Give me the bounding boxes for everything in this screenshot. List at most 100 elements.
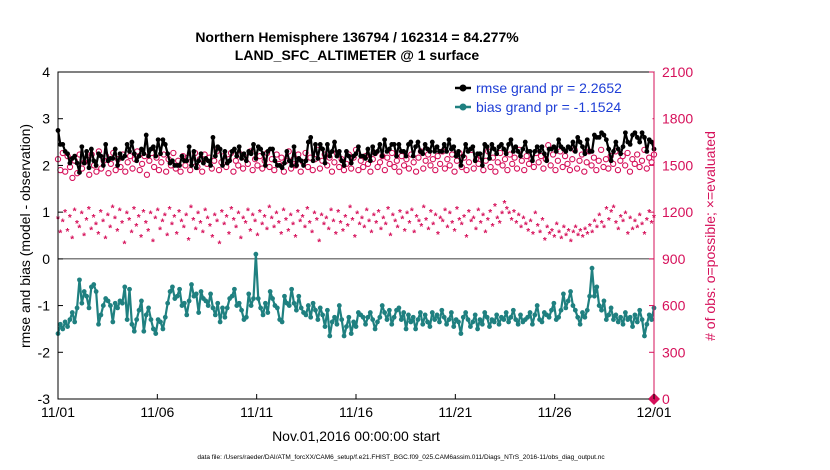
- rmse-point: [622, 130, 628, 136]
- rmse-point: [110, 156, 116, 161]
- bias-point: [427, 324, 433, 329]
- bias-point: [65, 324, 70, 329]
- obs-evaluated-point: *: [191, 216, 195, 227]
- obs-evaluated-point: *: [215, 217, 219, 228]
- bias-point: [296, 293, 302, 299]
- obs-possible-point: [463, 166, 470, 174]
- obs-evaluated-point: *: [529, 217, 533, 228]
- obs-possible-point: [396, 168, 403, 175]
- obs-evaluated-point: *: [213, 211, 217, 222]
- obs-evaluated-point: *: [82, 232, 86, 243]
- y-tick-label: -2: [38, 344, 51, 360]
- rmse-point: [434, 144, 440, 150]
- rmse-point: [541, 151, 547, 157]
- rmse-point: [158, 151, 163, 157]
- obs-evaluated-point: *: [362, 224, 366, 235]
- rmse-point: [320, 146, 326, 152]
- rmse-point: [432, 149, 438, 154]
- rmse-point: [179, 153, 185, 159]
- rmse-point: [291, 144, 297, 150]
- obs-possible-point: [309, 166, 316, 174]
- obs-evaluated-point: *: [232, 216, 236, 227]
- obs-evaluated-point: *: [557, 228, 561, 239]
- obs-evaluated-point: *: [377, 208, 381, 219]
- rmse-point: [160, 137, 166, 143]
- obs-evaluated-point: *: [118, 207, 122, 218]
- bias-point: [84, 293, 90, 299]
- obs-evaluated-point: *: [391, 211, 395, 222]
- obs-evaluated-point: *: [210, 233, 214, 244]
- bias-point: [429, 310, 435, 315]
- obs-possible-point: [564, 160, 571, 168]
- obs-evaluated-point: *: [367, 217, 371, 228]
- obs-possible-point: [554, 157, 562, 164]
- bias-point: [136, 307, 142, 313]
- bias-point: [618, 314, 624, 320]
- obs-possible-point: [624, 149, 631, 157]
- bias-point: [465, 317, 471, 322]
- bias-point: [60, 326, 66, 332]
- obs-evaluated-point: *: [144, 219, 148, 230]
- obs-evaluated-point: *: [426, 225, 430, 236]
- obs-evaluated-point: *: [510, 216, 514, 227]
- obs-possible-point: [254, 162, 261, 169]
- obs-evaluated-point: *: [583, 225, 587, 236]
- obs-evaluated-point: *: [493, 202, 497, 213]
- bias-point: [398, 317, 404, 322]
- obs-evaluated-point: *: [239, 235, 243, 246]
- obs-evaluated-point: *: [296, 208, 300, 219]
- rmse-point: [191, 149, 197, 154]
- obs-evaluated-point: *: [85, 216, 89, 227]
- obs-evaluated-point: *: [237, 210, 241, 221]
- rmse-point: [446, 137, 452, 143]
- rmse-point: [484, 144, 490, 150]
- obs-possible-point: [504, 166, 511, 174]
- obs-evaluated-point: *: [581, 233, 585, 244]
- obs-evaluated-point: *: [339, 219, 343, 230]
- x-tick-label: 11/11: [240, 404, 273, 420]
- rmse-point: [222, 149, 228, 154]
- bias-point: [377, 314, 383, 320]
- rmse-point: [88, 146, 94, 152]
- bias-point: [208, 291, 213, 297]
- rmse-point: [272, 158, 278, 164]
- rmse-point: [427, 149, 433, 154]
- rmse-point: [72, 153, 78, 159]
- obs-evaluated-point: *: [89, 225, 93, 236]
- rmse-point: [355, 144, 361, 150]
- obs-possible-point: [400, 162, 408, 169]
- obs-possible-point: [177, 168, 184, 175]
- bias-point: [441, 314, 447, 320]
- rmse-point: [608, 158, 614, 164]
- bias-point: [496, 321, 502, 327]
- rmse-point: [589, 149, 595, 154]
- rmse-point: [322, 160, 328, 166]
- bias-point: [439, 307, 445, 313]
- rmse-point: [477, 151, 483, 157]
- bias-point: [315, 317, 321, 322]
- bias-point: [587, 293, 593, 299]
- obs-evaluated-point: *: [303, 224, 307, 235]
- obs-evaluated-point: *: [381, 214, 385, 225]
- rmse-point: [553, 149, 559, 154]
- rmse-point: [632, 130, 638, 136]
- obs-possible-point: [559, 163, 566, 171]
- obs-evaluated-point: *: [400, 214, 404, 225]
- chart-subtitle: LAND_SFC_ALTIMETER @ 1 surface: [235, 47, 480, 63]
- obs-evaluated-point: *: [569, 238, 573, 249]
- obs-evaluated-point: *: [331, 217, 335, 228]
- rmse-point: [382, 137, 388, 143]
- obs-evaluated-point: *: [576, 232, 580, 243]
- bias-point: [294, 307, 299, 313]
- obs-evaluated-point: *: [139, 233, 143, 244]
- bias-point: [189, 282, 194, 287]
- bias-point: [282, 293, 287, 299]
- rmse-point: [367, 158, 373, 164]
- obs-evaluated-point: *: [77, 224, 81, 235]
- obs-evaluated-point: *: [196, 210, 200, 221]
- bias-point: [351, 319, 357, 325]
- obs-evaluated-point: *: [429, 208, 433, 219]
- obs-evaluated-point: *: [635, 224, 639, 235]
- obs-possible-point: [573, 165, 581, 172]
